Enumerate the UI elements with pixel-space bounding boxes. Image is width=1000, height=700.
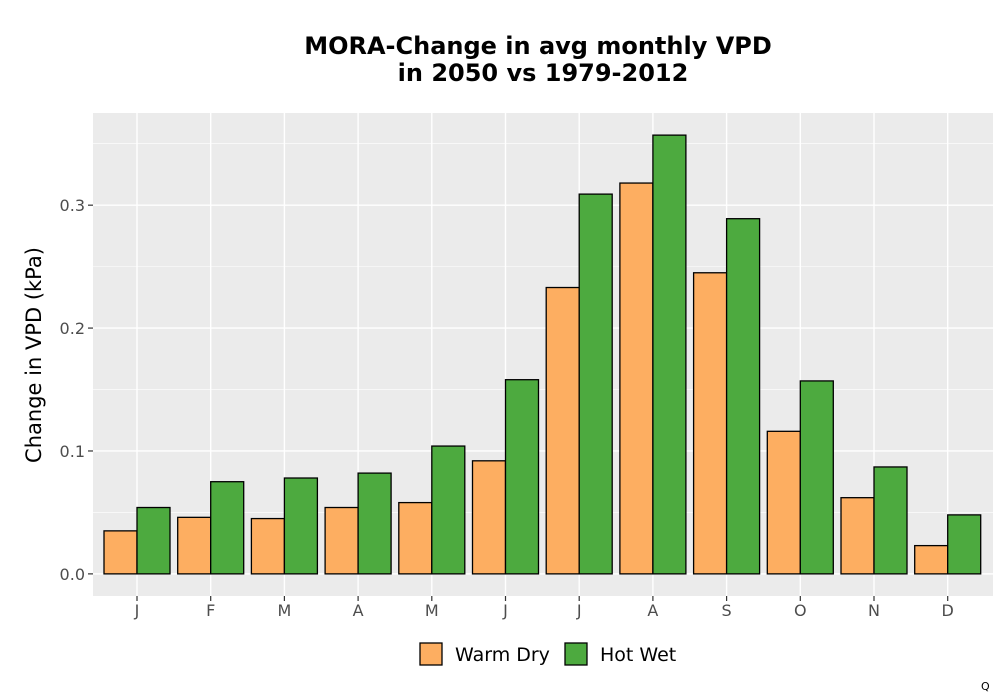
- x-tick-label: J: [502, 601, 508, 620]
- bars: [103, 134, 982, 575]
- x-tick-label: A: [647, 601, 658, 620]
- x-tick-label: O: [794, 601, 807, 620]
- y-axis-title: Change in VPD (kPa): [22, 247, 46, 463]
- bar-warm-dry-10: [766, 430, 801, 575]
- y-axis-ticks: 0.0 0.1 0.2 0.3: [60, 196, 93, 584]
- bar-warm-dry-5: [398, 501, 433, 575]
- legend-swatch-warm-dry: [419, 642, 443, 666]
- bar-hot-wet-1: [136, 506, 171, 575]
- bar-warm-dry-11: [840, 497, 875, 575]
- corner-mark: Q: [981, 680, 990, 693]
- x-tick-label: J: [134, 601, 140, 620]
- x-tick-label: M: [425, 601, 439, 620]
- y-tick-label: 0.1: [60, 442, 85, 461]
- chart-title-line2: in 2050 vs 1979-2012: [398, 59, 689, 87]
- legend-swatch-hot-wet: [564, 642, 588, 666]
- bar-warm-dry-8: [619, 182, 654, 575]
- legend-label-warm-dry: Warm Dry: [455, 644, 550, 666]
- x-tick-label: D: [942, 601, 954, 620]
- bar-hot-wet-5: [431, 445, 466, 575]
- x-tick-label: F: [206, 601, 215, 620]
- bar-warm-dry-7: [545, 286, 580, 575]
- bar-hot-wet-11: [873, 466, 908, 575]
- bar-warm-dry-2: [177, 516, 212, 575]
- chart-title-line1: MORA-Change in avg monthly VPD: [304, 32, 772, 60]
- bar-hot-wet-8: [652, 134, 687, 575]
- y-tick-label: 0.3: [60, 196, 85, 215]
- y-tick-label: 0.0: [60, 565, 85, 584]
- legend: Warm Dry Hot Wet: [419, 642, 676, 666]
- x-tick-label: M: [277, 601, 291, 620]
- bar-hot-wet-9: [725, 218, 761, 575]
- bar-hot-wet-6: [504, 379, 540, 575]
- x-tick-label: S: [722, 601, 732, 620]
- bar-hot-wet-12: [947, 514, 982, 575]
- bar-hot-wet-7: [578, 193, 613, 575]
- bar-hot-wet-4: [357, 472, 392, 575]
- x-tick-label: N: [868, 601, 880, 620]
- bar-warm-dry-3: [250, 517, 286, 575]
- bar-warm-dry-6: [471, 460, 507, 575]
- x-tick-label: J: [576, 601, 582, 620]
- y-tick-label: 0.2: [60, 319, 85, 338]
- bar-warm-dry-12: [914, 544, 949, 575]
- bar-warm-dry-1: [103, 530, 138, 575]
- legend-label-hot-wet: Hot Wet: [600, 644, 676, 666]
- bar-hot-wet-10: [799, 380, 834, 575]
- bar-warm-dry-9: [692, 272, 728, 575]
- x-tick-label: A: [353, 601, 364, 620]
- bar-warm-dry-4: [324, 506, 359, 575]
- bar-hot-wet-2: [210, 481, 245, 575]
- bar-hot-wet-3: [283, 477, 319, 575]
